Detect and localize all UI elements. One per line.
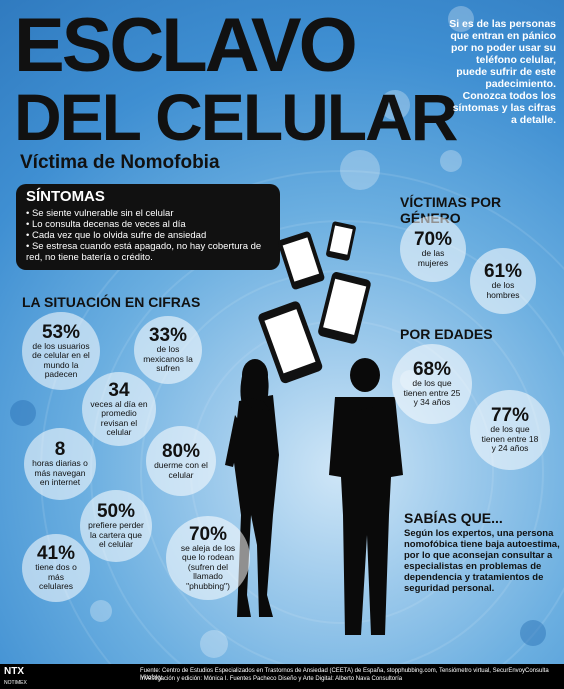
footer-source: Fuente: Centro de Estudios Especializado… (140, 668, 549, 681)
stat-value: 8 (54, 439, 66, 461)
stat-text: horas diarias o más navegan en internet (32, 458, 88, 488)
age-title: POR EDADES (400, 326, 493, 342)
silhouette-phones-illustration (225, 221, 403, 635)
man-silhouette (329, 358, 403, 635)
main-title-line2: DEL CELULAR (14, 80, 458, 154)
ntx-logo-sub: NOTIMEX (4, 680, 27, 686)
stat-circle: 33% de los mexicanos la sufren (134, 316, 202, 384)
stat-value: 33% (148, 325, 188, 347)
stat-text: de los hombres (486, 280, 520, 300)
stat-value: 70% (188, 523, 228, 545)
phone-icon (318, 272, 371, 344)
stat-value: 80% (161, 441, 201, 462)
stat-value: 77% (490, 405, 530, 427)
main-title: ESCLAVO (14, 3, 358, 88)
decor-bubble (448, 6, 474, 32)
symptom-item: Cada vez que lo olvida sufre de ansiedad (26, 230, 270, 241)
stat-value: 34 (108, 379, 130, 401)
decor-bubble (520, 620, 546, 646)
stat-text: veces al día en promedio revisan el celu… (90, 398, 148, 437)
stat-circle: 8 horas diarias o más navegan en interne… (24, 428, 96, 500)
footer-bar: NTX NOTIMEX Fuente: Centro de Estudios E… (0, 664, 564, 689)
intro-text: Si es de las personas que entran en páni… (449, 18, 556, 126)
ntx-logo: NTX (4, 666, 24, 677)
stat-value: 61% (483, 261, 523, 282)
stat-circle: 68% de los que tienen entre 25 y 34 años (392, 344, 472, 424)
phone-icon (278, 231, 325, 290)
sabias-text: Según los expertos, una persona nomofóbi… (404, 528, 560, 594)
symptoms-title: SÍNTOMAS (26, 188, 105, 205)
stat-text: tiene dos o más celulares (35, 562, 77, 592)
stat-value: 50% (96, 501, 136, 523)
stat-text: se aleja de los que lo rodean (sufren de… (180, 542, 236, 591)
decor-bubble (340, 150, 380, 190)
symptom-item: Se siente vulnerable sin el celular (26, 208, 270, 219)
decor-bubble (440, 150, 462, 172)
stat-value: 70% (413, 229, 453, 250)
symptom-item: Lo consulta decenas de veces al día (26, 219, 270, 230)
stat-value: 68% (412, 359, 452, 381)
stat-text: de los que tienen entre 25 y 34 años (403, 378, 461, 408)
stat-circle: 70% se aleja de los que lo rodean (sufre… (166, 516, 250, 600)
stat-circle: 61% de los hombres (470, 248, 536, 314)
symptom-item: Se estresa cuando está apagado, no hay c… (26, 241, 270, 263)
decor-bubble (200, 630, 228, 658)
stat-text: duerme con el celular (154, 460, 208, 480)
subtitle: Víctima de Nomofobia (20, 152, 220, 173)
stat-text: de los usuarios de celular en el mundo l… (32, 340, 90, 379)
stat-circle: 53% de los usuarios de celular en el mun… (22, 312, 100, 390)
stat-text: de las mujeres (417, 248, 449, 268)
stat-text: de los que tienen entre 18 y 24 años (481, 424, 539, 454)
stat-circle: 70% de las mujeres (400, 216, 466, 282)
symptoms-box: SÍNTOMAS Se siente vulnerable sin el cel… (16, 184, 280, 270)
symptoms-list: Se siente vulnerable sin el celular Lo c… (26, 208, 270, 263)
phone-icon (258, 301, 323, 384)
situation-title: LA SITUACIÓN EN CIFRAS (22, 294, 201, 310)
decor-bubble (10, 400, 36, 426)
footer-credits: Investigación y edición: Mónica I. Fuent… (140, 676, 403, 682)
stat-value: 53% (41, 321, 81, 343)
stat-text: prefiere perder la cartera que el celula… (88, 520, 144, 550)
stat-circle: 50% prefiere perder la cartera que el ce… (80, 490, 152, 562)
stat-circle: 34 veces al día en promedio revisan el c… (82, 372, 156, 446)
stat-text: de los mexicanos la sufren (143, 344, 193, 374)
stat-circle: 80% duerme con el celular (146, 426, 216, 496)
sabias-title: SABÍAS QUE... (404, 510, 503, 526)
phone-icon (326, 221, 356, 261)
decor-bubble (380, 90, 410, 120)
decor-bubble (90, 600, 112, 622)
stat-circle: 77% de los que tienen entre 18 y 24 años (470, 390, 550, 470)
stat-circle: 41% tiene dos o más celulares (22, 534, 90, 602)
stat-value: 41% (36, 543, 76, 565)
